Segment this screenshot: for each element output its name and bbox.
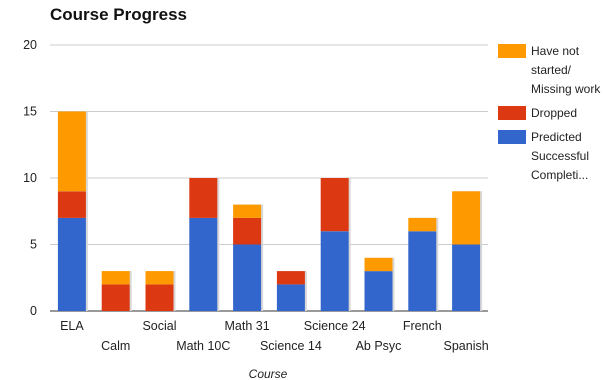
bar-science-14-dropped[interactable] bbox=[276, 271, 305, 285]
legend-item-predicted-successful-completi[interactable]: Predicted Successful Completi... bbox=[498, 130, 589, 182]
legend-swatch bbox=[498, 130, 526, 144]
x-tick-label: Social bbox=[142, 319, 176, 333]
legend-swatch bbox=[498, 106, 526, 120]
x-tick-label: Spanish bbox=[444, 339, 489, 353]
y-axis-ticks: 0 5 10 15 20 bbox=[23, 38, 37, 318]
bar-ela-predicted-successful-completi[interactable] bbox=[57, 217, 86, 311]
bar-ela-have-not-started-missing-work[interactable] bbox=[57, 111, 86, 192]
bar-math-31-predicted-successful-completi[interactable] bbox=[233, 244, 262, 312]
bars bbox=[57, 111, 483, 312]
bar-social-have-not-started-missing-work[interactable] bbox=[145, 271, 174, 285]
bar-ela-dropped[interactable] bbox=[57, 191, 86, 218]
y-tick-label: 10 bbox=[23, 171, 37, 185]
bar-spanish-predicted-successful-completi[interactable] bbox=[452, 244, 481, 312]
y-tick-label: 0 bbox=[30, 304, 37, 318]
legend-swatch bbox=[498, 44, 526, 58]
x-tick-label: Math 10C bbox=[176, 339, 230, 353]
x-tick-label: Science 24 bbox=[304, 319, 366, 333]
bar-french-have-not-started-missing-work[interactable] bbox=[408, 217, 437, 232]
legend-label: Have not started/Missing work bbox=[531, 44, 601, 96]
legend-item-dropped[interactable]: Dropped bbox=[498, 106, 577, 120]
x-tick-label: ELA bbox=[60, 319, 84, 333]
legend-item-have-not-started-missing-work[interactable]: Have not started/Missing work bbox=[498, 44, 601, 96]
bar-spanish-have-not-started-missing-work[interactable] bbox=[452, 191, 481, 245]
bar-science-24-predicted-successful-completi[interactable] bbox=[320, 231, 349, 311]
bar-ab-psyc-predicted-successful-completi[interactable] bbox=[364, 271, 393, 311]
y-tick-label: 5 bbox=[30, 238, 37, 252]
bar-science-14-predicted-successful-completi[interactable] bbox=[276, 284, 305, 311]
bar-calm-dropped[interactable] bbox=[101, 284, 130, 311]
y-tick-label: 20 bbox=[23, 38, 37, 52]
bar-math-10c-dropped[interactable] bbox=[189, 178, 218, 218]
x-tick-label: Ab Psyc bbox=[356, 339, 402, 353]
bar-math-10c-predicted-successful-completi[interactable] bbox=[189, 217, 218, 311]
bar-science-24-dropped[interactable] bbox=[320, 178, 349, 232]
x-tick-label: Calm bbox=[101, 339, 130, 353]
legend-label: Dropped bbox=[531, 106, 577, 120]
bar-math-31-dropped[interactable] bbox=[233, 217, 262, 245]
y-tick-label: 15 bbox=[23, 105, 37, 119]
legend-label: Predicted Successful Completi... bbox=[531, 130, 589, 182]
x-axis-title: Course bbox=[249, 367, 288, 380]
x-tick-label: Science 14 bbox=[260, 339, 322, 353]
bar-math-31-have-not-started-missing-work[interactable] bbox=[233, 204, 262, 218]
bar-social-dropped[interactable] bbox=[145, 284, 174, 311]
legend[interactable]: Have not started/Missing work Dropped Predi… bbox=[498, 44, 601, 182]
x-tick-label: French bbox=[403, 319, 442, 333]
bar-ab-psyc-have-not-started-missing-work[interactable] bbox=[364, 257, 393, 272]
bar-french-predicted-successful-completi[interactable] bbox=[408, 231, 437, 311]
chart-title: Course Progress bbox=[50, 5, 187, 24]
x-tick-label: Math 31 bbox=[225, 319, 270, 333]
bar-calm-have-not-started-missing-work[interactable] bbox=[101, 271, 130, 285]
